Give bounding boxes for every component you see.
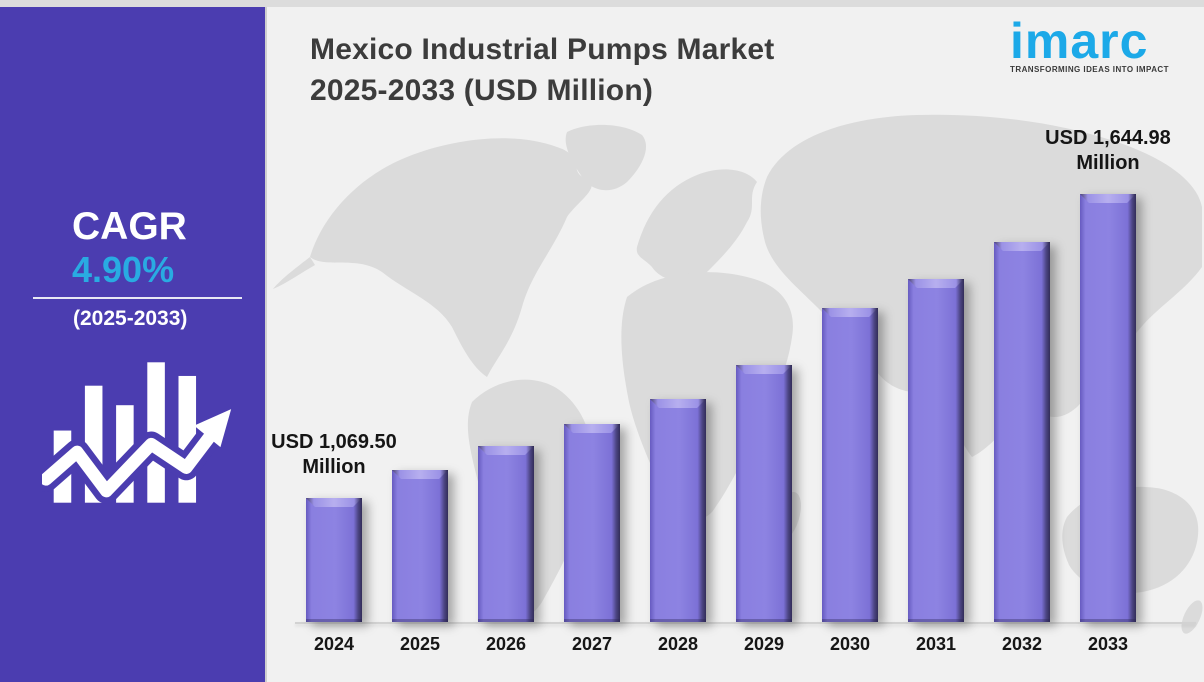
- bar-column-2033: USD 1,644.98 Million 2033: [1045, 127, 1171, 654]
- bar-column-2028: 2028: [650, 399, 706, 654]
- year-label-2031: 2031: [915, 634, 957, 654]
- bar-2032: [994, 242, 1050, 622]
- chart-title-line1: Mexico Industrial Pumps Market: [310, 33, 775, 66]
- data-label-value: USD 1,069.50: [271, 431, 397, 453]
- bar-2027: [564, 424, 620, 622]
- bar-2025: [392, 470, 448, 622]
- bar-column-2025: 2025: [392, 470, 448, 654]
- chart-panel: Mexico Industrial Pumps Market 2025-2033…: [265, 7, 1204, 682]
- cagr-value: 4.90%: [72, 249, 175, 290]
- bar-2024: [306, 498, 362, 622]
- cagr-period: (2025-2033): [73, 307, 188, 330]
- bar-column-2030: 2030: [822, 308, 878, 654]
- year-label-2024: 2024: [313, 634, 355, 654]
- bar-2033: [1080, 194, 1136, 622]
- data-label-2033: USD 1,644.98 Million: [1013, 126, 1203, 176]
- chart-title: Mexico Industrial Pumps Market 2025-2033…: [310, 29, 774, 111]
- year-label-2026: 2026: [485, 634, 527, 654]
- bar-column-2026: 2026: [478, 446, 534, 654]
- bar-2030: [822, 308, 878, 622]
- data-label-2024: USD 1,069.50 Million: [239, 430, 429, 480]
- data-label-unit: Million: [1076, 152, 1140, 174]
- bar-column-2027: 2027: [564, 424, 620, 654]
- bar-column-2032: 2032: [994, 242, 1050, 654]
- top-border-strip: [0, 0, 1204, 7]
- imarc-logo-tagline: TRANSFORMING IDEAS INTO IMPACT: [1010, 65, 1169, 74]
- imarc-logo-wordmark: imarc: [1010, 13, 1149, 69]
- bar-2028: [650, 399, 706, 622]
- bar-2031: [908, 279, 964, 622]
- cagr-label: CAGR: [72, 205, 187, 248]
- imarc-logo: imarc TRANSFORMING IDEAS INTO IMPACT: [1010, 15, 1190, 74]
- year-label-2028: 2028: [657, 634, 699, 654]
- data-label-value: USD 1,644.98: [1045, 127, 1171, 149]
- chart-title-line2: 2025-2033 (USD Million): [310, 74, 654, 107]
- bar-column-2024: USD 1,069.50 Million 2024: [271, 431, 397, 654]
- bar-column-2029: 2029: [736, 365, 792, 654]
- bar-column-2031: 2031: [908, 279, 964, 654]
- cagr-block: CAGR 4.90% (2025-2033): [0, 205, 265, 331]
- bar-series: USD 1,069.50 Million 2024 2025 2026 2027 2028 2…: [271, 127, 1171, 654]
- x-axis-baseline: [295, 622, 1196, 624]
- bar-2029: [736, 365, 792, 622]
- year-label-2025: 2025: [399, 634, 441, 654]
- cagr-divider: [33, 297, 242, 299]
- year-label-2029: 2029: [743, 634, 785, 654]
- year-label-2030: 2030: [829, 634, 871, 654]
- year-label-2033: 2033: [1087, 634, 1129, 654]
- year-label-2032: 2032: [1001, 634, 1043, 654]
- bar-2026: [478, 446, 534, 622]
- growth-chart-arrow-icon: [42, 362, 232, 504]
- data-label-unit: Million: [302, 456, 366, 478]
- year-label-2027: 2027: [571, 634, 613, 654]
- cagr-sidebar: CAGR 4.90% (2025-2033): [0, 7, 265, 682]
